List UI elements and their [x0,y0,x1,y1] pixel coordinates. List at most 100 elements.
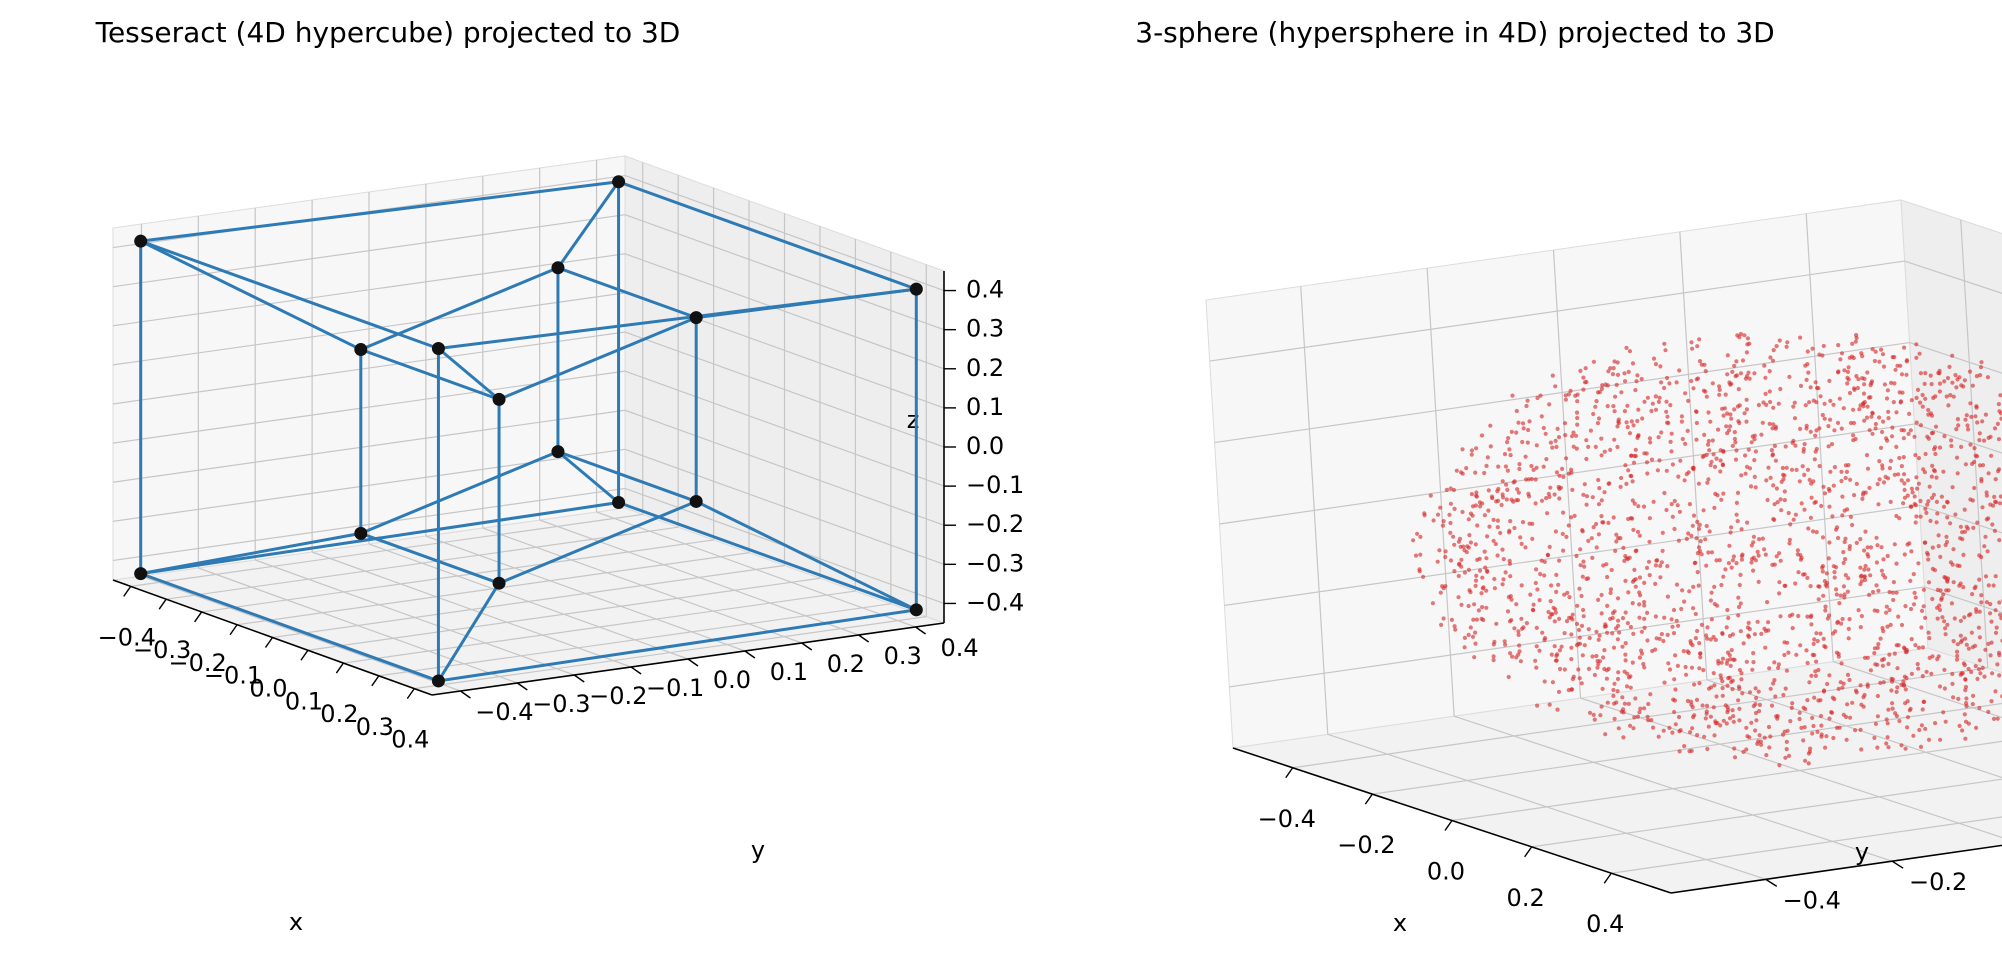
sphere-point [1594,629,1599,634]
x-tick [1444,820,1453,831]
sphere-point [1721,413,1726,418]
sphere-point [1562,667,1567,672]
sphere-point [1718,469,1723,474]
sphere-point [1903,746,1908,751]
sphere-point [1452,624,1457,629]
tesseract-vertex [612,496,626,509]
sphere-point [1923,451,1928,457]
sphere-point [1577,676,1582,681]
sphere-point [1626,701,1631,707]
sphere-point [1537,598,1542,603]
sphere-point [1678,458,1683,463]
sphere-point [1983,412,1988,417]
sphere-point [1723,392,1728,397]
sphere-point [1599,592,1604,598]
sphere-point [1939,596,1944,601]
sphere-point [1979,360,1984,365]
sphere-point [1821,689,1826,694]
sphere-point [1832,428,1837,433]
sphere-point [1637,615,1642,620]
tesseract-edge [556,450,621,504]
sphere-point [1899,478,1904,483]
sphere-point [1909,637,1914,642]
sphere-point [1741,749,1746,755]
sphere-point [1649,457,1655,462]
sphere-point [1596,532,1601,537]
sphere-point [1864,415,1870,420]
sphere-point [1977,577,1982,582]
sphere-point [1507,558,1512,564]
sphere-point [1580,574,1585,579]
sphere-point [1818,713,1824,719]
sphere-point [1942,667,1947,673]
sphere-point [1900,390,1905,395]
sphere-point [1838,357,1843,362]
sphere-point [1459,602,1464,607]
y-tick-label: −0.2 [1909,868,1967,896]
sphere-point [1852,386,1857,391]
sphere-point [1759,432,1764,437]
sphere-point [1651,356,1657,361]
sphere-point [1620,695,1625,700]
sphere-point [1799,555,1804,560]
x-tick [1285,767,1294,779]
y-tick-label: −0.2 [589,682,647,710]
sphere-point [1812,500,1817,505]
sphere-point [1730,632,1735,637]
sphere-point [1897,718,1902,724]
sphere-point [1995,421,2000,426]
sphere-point [1999,416,2002,421]
sphere-point [1944,534,1949,539]
sphere-point [1479,616,1484,622]
sphere-point [1471,617,1476,622]
sphere-point [1854,374,1859,379]
sphere-point [1659,560,1664,565]
sphere-point [1605,603,1610,609]
sphere-point [1980,463,1986,468]
sphere-point [1586,627,1591,632]
sphere-point [1772,443,1777,449]
sphere-point [1744,725,1749,730]
sphere-point [1687,502,1692,507]
sphere-point [1821,484,1826,489]
sphere-point [1639,376,1644,382]
sphere-point [1695,551,1700,556]
sphere-point [1951,580,1956,585]
gridline-y-floor [141,575,461,692]
sphere-point [1826,444,1831,449]
sphere-point [1732,755,1738,760]
sphere-point [1664,399,1669,404]
sphere-point [1612,359,1617,364]
sphere-point [1977,705,1982,711]
sphere-point [1662,615,1667,620]
sphere-point [1564,619,1570,624]
sphere-point [1854,335,1859,341]
sphere-point [1929,413,1935,418]
sphere-point [1623,641,1628,646]
sphere-point [1988,611,1993,616]
sphere-point [1581,559,1586,564]
sphere-point [1504,497,1509,502]
sphere-point [1996,402,2001,407]
sphere-point [1867,428,1872,433]
sphere-point [1714,456,1719,461]
y-tick [744,650,756,659]
sphere-point [1702,734,1707,739]
sphere-point [1494,621,1499,626]
sphere-point [1781,692,1786,698]
sphere-point [1697,641,1702,646]
sphere-point [1534,443,1539,448]
sphere-point [1697,359,1703,364]
sphere-point [1474,493,1479,498]
sphere-point [1612,701,1617,706]
sphere-point [1630,660,1635,665]
sphere-point [1814,659,1819,664]
sphere-point [1620,616,1626,621]
sphere-point [1711,705,1716,710]
sphere-point [1694,536,1699,541]
sphere-point [1808,429,1813,434]
sphere-point [1810,715,1815,721]
sphere-point [1923,726,1928,732]
sphere-point [1828,417,1833,422]
sphere-point [1794,652,1799,657]
